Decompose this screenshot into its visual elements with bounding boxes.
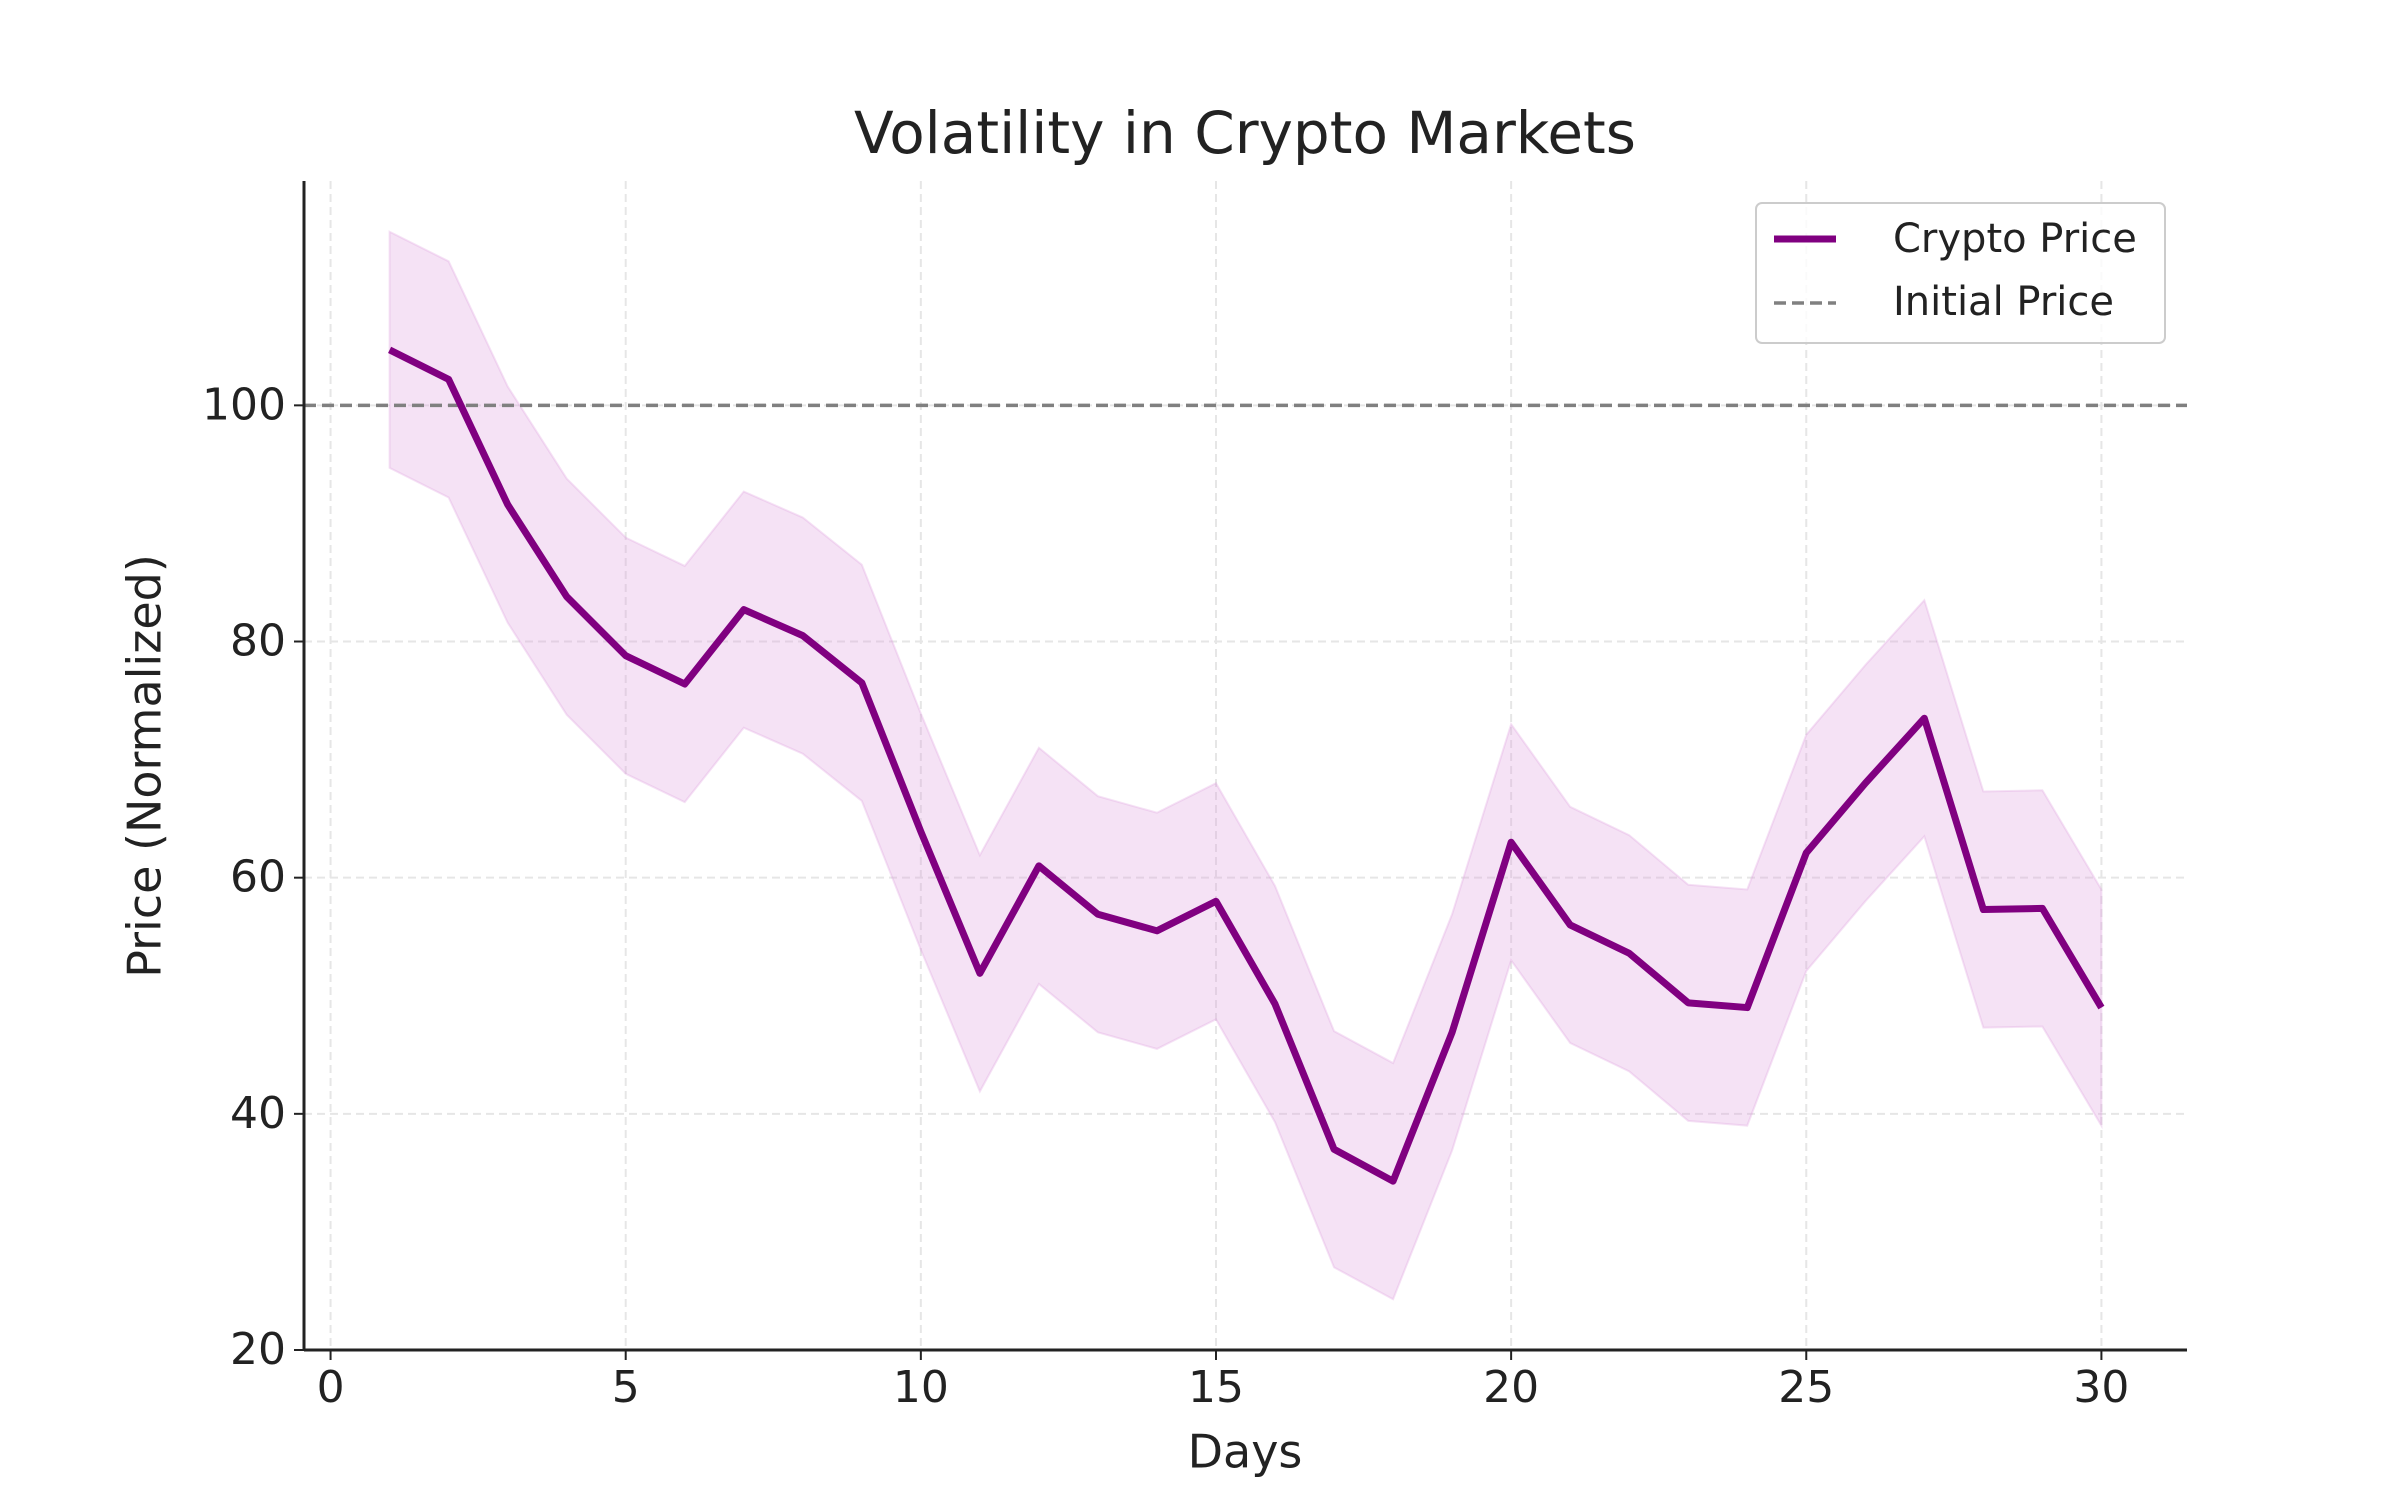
x-tick-label: 0 (317, 1362, 345, 1413)
legend-label: Initial Price (1893, 279, 2114, 325)
legend-box (1755, 202, 2166, 344)
x-axis-label: Days (1188, 1425, 1303, 1479)
y-tick-label: 20 (230, 1324, 286, 1375)
x-tick-label: 10 (893, 1362, 949, 1413)
y-tick-label: 60 (230, 852, 286, 903)
x-tick-label: 30 (2073, 1362, 2129, 1413)
y-tick-label: 40 (230, 1088, 286, 1139)
x-tick-label: 15 (1188, 1362, 1244, 1413)
x-tick-label: 5 (612, 1362, 640, 1413)
y-axis-label: Price (Normalized) (118, 554, 172, 978)
legend-label: Crypto Price (1893, 216, 2137, 262)
band (388, 230, 2103, 1301)
x-tick-label: 25 (1778, 1362, 1834, 1413)
chart-title: Volatility in Crypto Markets (854, 99, 1636, 167)
y-tick-label: 80 (230, 616, 286, 667)
x-tick-label: 20 (1483, 1362, 1539, 1413)
y-tick-label: 100 (202, 379, 286, 430)
line (388, 346, 2105, 1185)
